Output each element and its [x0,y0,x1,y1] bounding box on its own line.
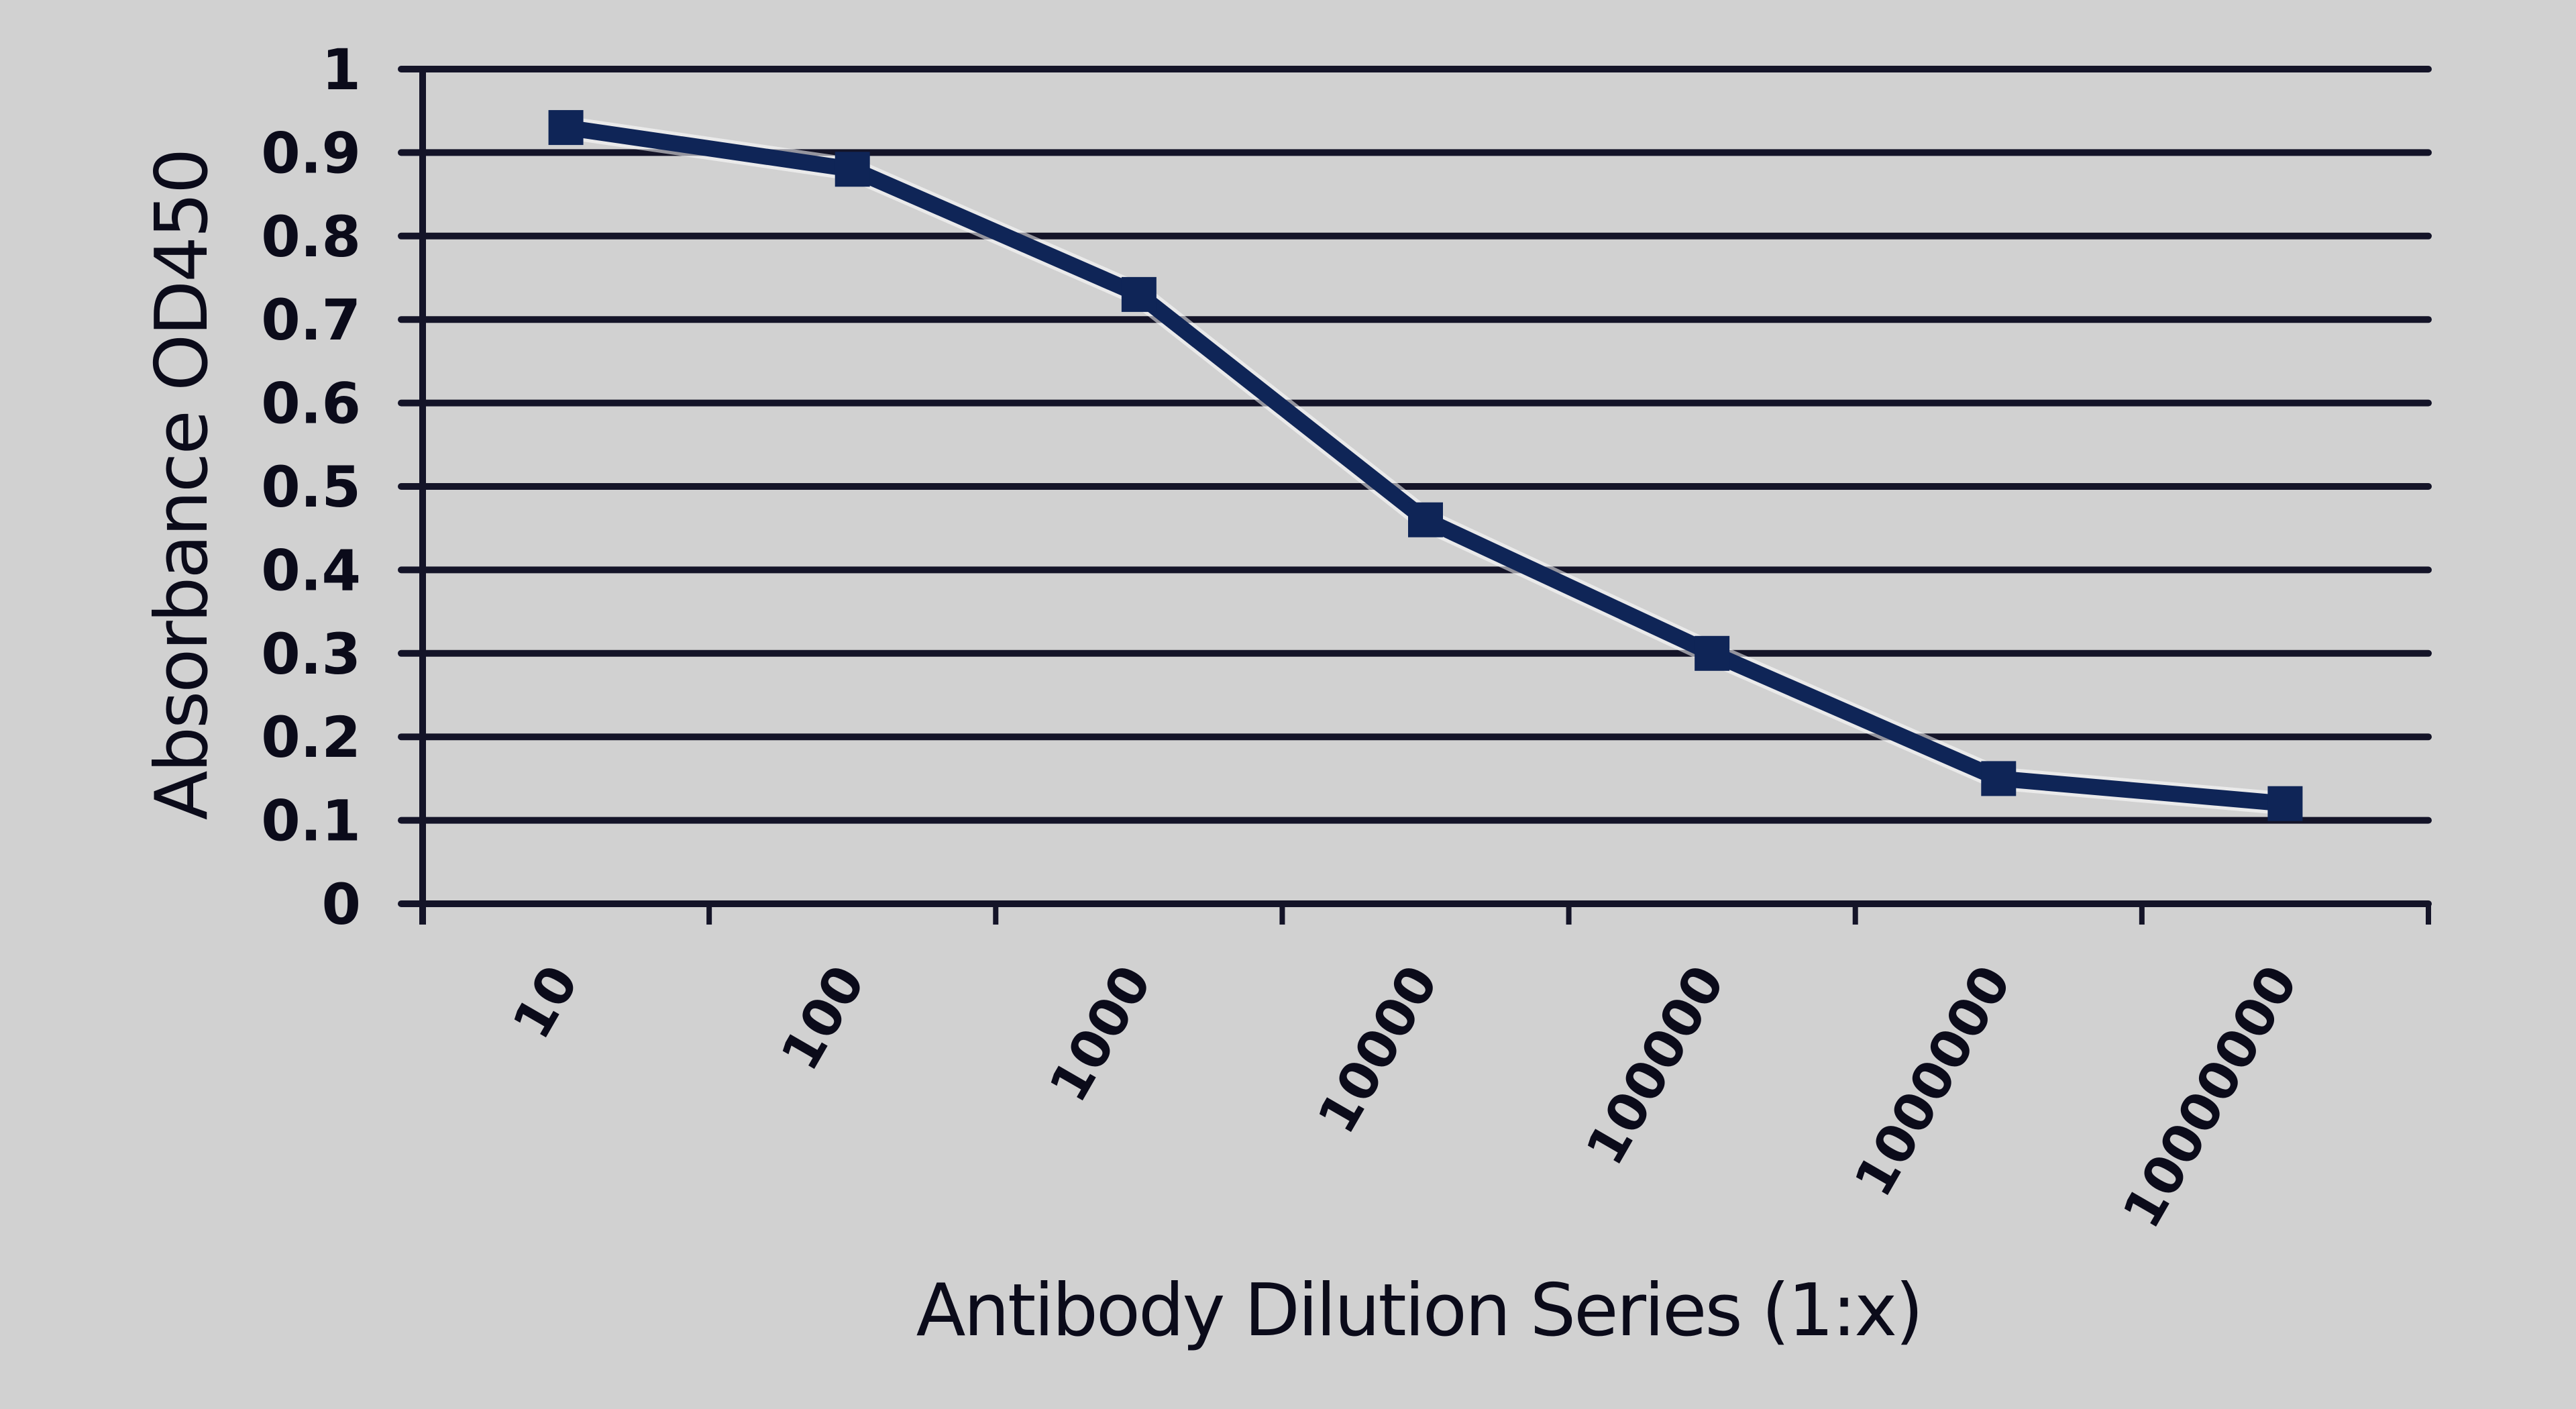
data-point-marker [1408,502,1443,537]
y-tick-label: 0.7 [261,287,361,353]
y-tick-label: 0.4 [261,537,361,603]
x-axis-ticks: 10 100 1000 10000 100000 1000000 10000000 [420,904,2431,1239]
y-axis-title: Absorbance OD450 [140,150,224,821]
x-tick-label: 10000 [1307,956,1450,1144]
x-tick-label: 1000000 [1843,956,2023,1207]
data-point-marker [1695,635,1730,671]
x-tick-label: 100000 [1575,956,1737,1176]
series-line-halo [564,116,2286,815]
y-tick-label: 0.9 [261,120,361,186]
data-point-marker [1121,276,1157,312]
gridlines [398,66,2432,907]
data-point-marker [1981,761,2017,796]
y-tick-label: 0.5 [261,454,361,520]
data-point-marker [835,152,870,187]
x-tick-label: 1000 [1038,956,1163,1112]
y-tick-label: 1 [322,37,361,103]
y-tick-label: 0.6 [261,371,361,437]
y-tick-label: 0 [322,872,361,937]
y-tick-label: 0.8 [261,204,361,270]
y-tick-label: 0.2 [261,704,361,770]
y-tick-label: 0.1 [261,788,361,854]
data-point-marker [2267,786,2303,821]
data-series [548,110,2303,821]
data-point-marker [548,110,584,146]
x-axis-title: Antibody Dilution Series (1:x) [916,1269,1922,1353]
y-axis-tick-labels: 0 0.1 0.2 0.3 0.4 0.5 0.6 0.7 0.8 0.9 1 [261,37,361,937]
series-line [564,119,2286,812]
x-tick-label: 10000000 [2112,956,2310,1239]
y-tick-label: 0.3 [261,621,361,687]
x-tick-label: 10 [502,956,590,1049]
x-tick-label: 100 [770,956,877,1081]
